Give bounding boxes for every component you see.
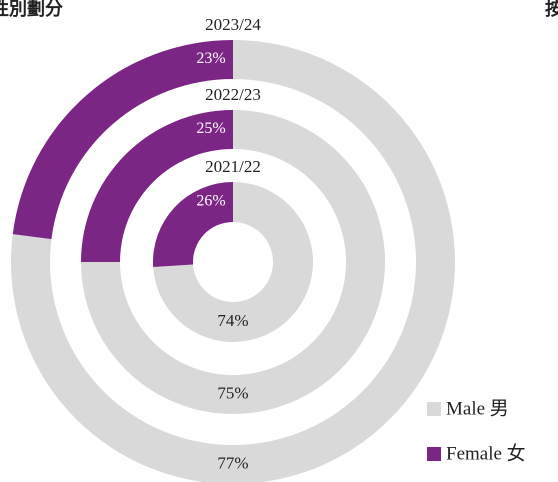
female-label: 23% — [196, 50, 225, 67]
female-label: 25% — [196, 120, 225, 137]
female-segment — [153, 182, 233, 268]
male-label: 77% — [217, 453, 248, 472]
legend-label: Female 女 — [446, 442, 526, 464]
annotation: 按 — [545, 0, 558, 20]
legend-label: Male 男 — [446, 398, 509, 419]
male-segment — [153, 182, 313, 342]
legend-swatch — [427, 402, 441, 416]
female-segment — [81, 110, 233, 262]
female-label: 26% — [196, 193, 225, 210]
chart-title: 性別劃分 — [0, 0, 63, 20]
ring-label: 2023/24 — [205, 15, 261, 34]
legend-swatch — [427, 447, 441, 461]
female-segment — [12, 40, 234, 240]
male-label: 74% — [217, 311, 248, 330]
ring-label: 2021/22 — [205, 157, 261, 176]
ring-label: 2022/23 — [205, 85, 261, 104]
male-label: 75% — [217, 383, 248, 402]
